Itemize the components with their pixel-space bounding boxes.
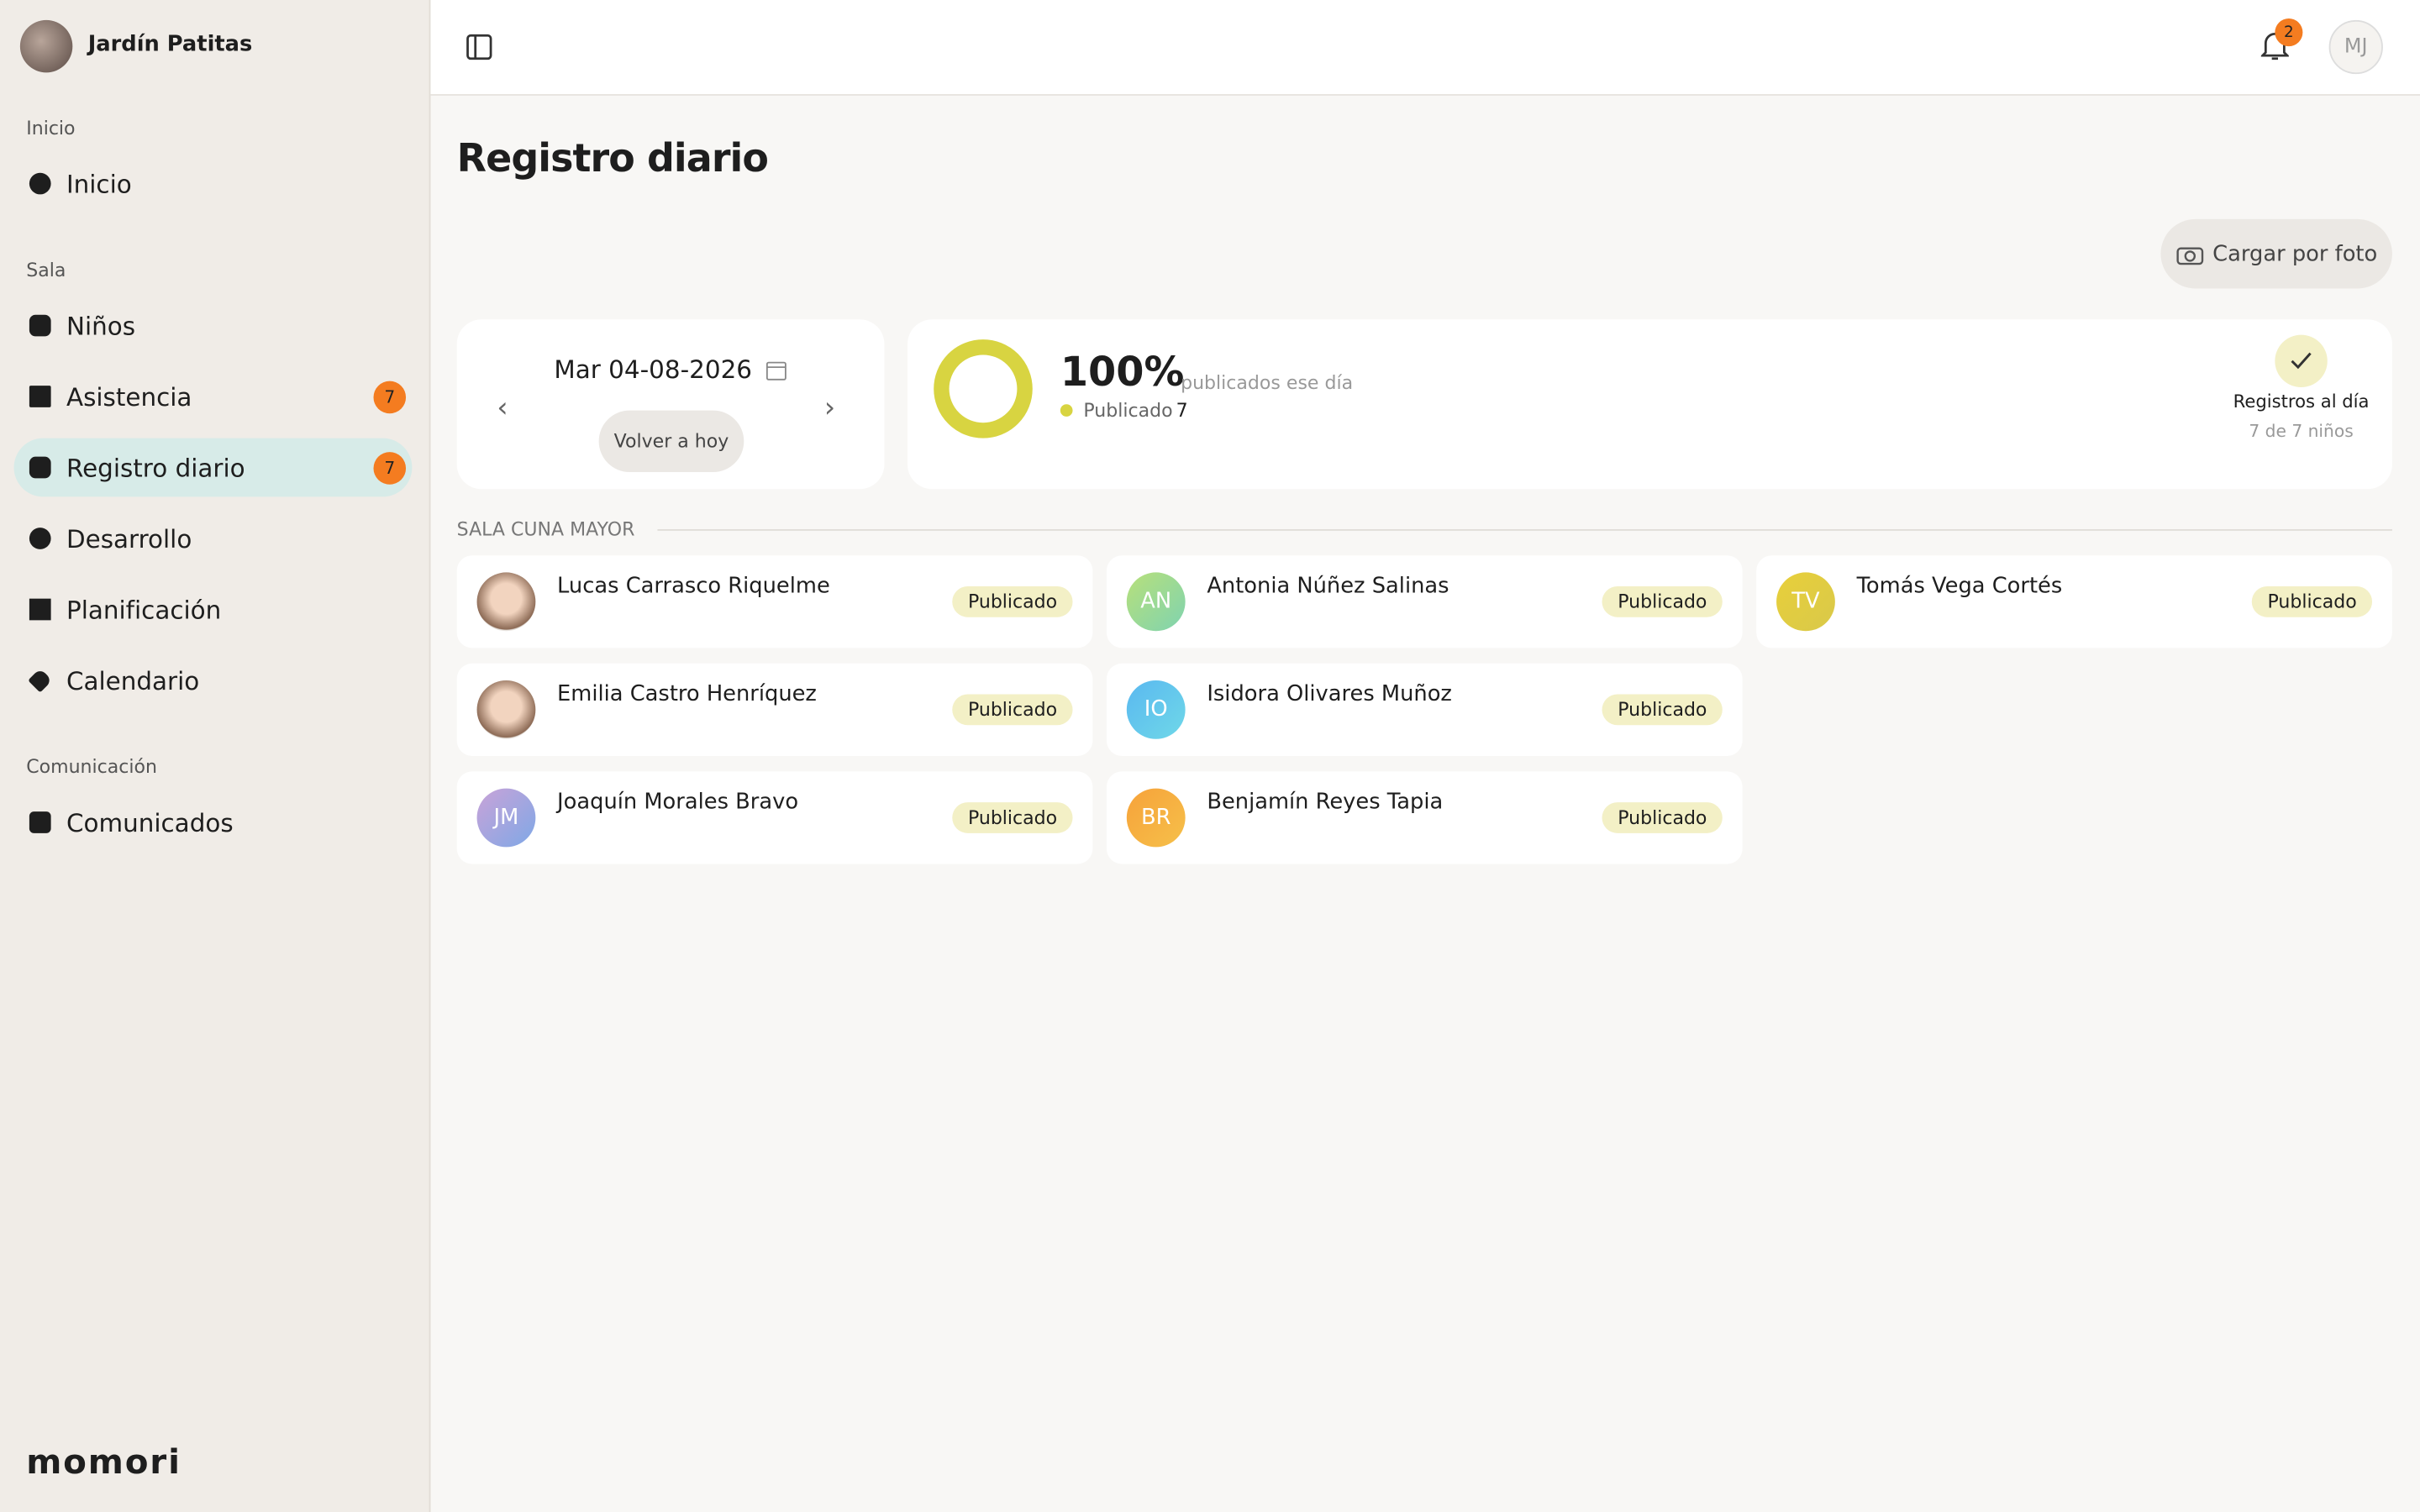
status-pill: Publicado bbox=[952, 694, 1073, 726]
child-card[interactable]: Lucas Carrasco Riquelme Publicado bbox=[456, 555, 1093, 648]
page-title: Registro diario bbox=[456, 135, 769, 181]
nav-item[interactable]: Calendario bbox=[14, 651, 413, 710]
sidebar: Jardín Patitas Inicio Inicio Sala Niños Asis… bbox=[0, 0, 431, 1512]
next-day[interactable]: › bbox=[823, 391, 836, 425]
child-photo bbox=[476, 572, 536, 632]
nav-label: Comunicados bbox=[66, 807, 234, 837]
legend-dot bbox=[1060, 404, 1073, 417]
date-card: ‹ › Mar 04-08-2026 Volver a hoy bbox=[456, 319, 885, 490]
nav-label: Asistencia bbox=[66, 381, 192, 412]
nav-section-title: Comunicación bbox=[26, 755, 157, 778]
school-name: Jardín Patitas bbox=[87, 32, 253, 57]
nav-label: Niños bbox=[66, 311, 136, 340]
percent: 100% bbox=[1060, 349, 1185, 397]
child-card[interactable]: IO Isidora Olivares Muñoz Publicado bbox=[1106, 663, 1743, 756]
check bbox=[2291, 352, 2312, 370]
status-detail: 7 de 7 niños bbox=[2249, 421, 2354, 442]
child-avatar: JM bbox=[476, 788, 536, 848]
status-title: Registros al día bbox=[2233, 390, 2370, 412]
today-button[interactable]: Volver a hoy bbox=[598, 410, 744, 473]
status-pill: Publicado bbox=[1602, 585, 1723, 617]
notification-badge: 2 bbox=[2275, 18, 2303, 47]
nav-item[interactable]: Asistencia 7 bbox=[14, 367, 413, 426]
date-label[interactable]: Mar 04-08-2026 bbox=[554, 354, 752, 385]
nav-icon bbox=[29, 314, 51, 337]
child-name: Isidora Olivares Muñoz bbox=[1207, 681, 1452, 707]
nav-icon bbox=[29, 528, 51, 549]
child-card[interactable]: AN Antonia Núñez Salinas Publicado bbox=[1106, 555, 1743, 648]
nav-icon bbox=[29, 386, 51, 407]
child-name: Benjamín Reyes Tapia bbox=[1207, 790, 1444, 815]
status-pill: Publicado bbox=[952, 585, 1073, 617]
child-card[interactable]: BR Benjamín Reyes Tapia Publicado bbox=[1106, 771, 1743, 864]
school-avatar bbox=[19, 19, 73, 73]
group-rule bbox=[657, 528, 2392, 531]
group-title: SALA CUNA MAYOR bbox=[456, 518, 635, 540]
nav-label: Inicio bbox=[66, 169, 132, 199]
nav-label: Planificación bbox=[66, 595, 222, 624]
sidebar-toggle[interactable] bbox=[466, 34, 492, 60]
nav-item[interactable]: Desarrollo bbox=[14, 509, 413, 568]
nav-section-title: Sala bbox=[26, 259, 66, 281]
nav-item[interactable]: Planificación bbox=[14, 580, 413, 639]
user-avatar[interactable]: MJ bbox=[2328, 19, 2383, 75]
status-pill: Publicado bbox=[1602, 694, 1723, 726]
nav-icon bbox=[29, 811, 51, 833]
child-avatar: AN bbox=[1126, 572, 1186, 632]
child-photo bbox=[476, 680, 536, 739]
child-name: Emilia Castro Henríquez bbox=[557, 681, 817, 707]
nav-label: Desarrollo bbox=[66, 523, 192, 554]
child-name: Lucas Carrasco Riquelme bbox=[557, 574, 830, 599]
header: 2 MJ bbox=[430, 0, 2420, 96]
nav-label: Registro diario bbox=[66, 453, 245, 482]
child-avatar: TV bbox=[1776, 572, 1835, 632]
legend-label: Publicado bbox=[1083, 399, 1173, 422]
child-name: Antonia Núñez Salinas bbox=[1207, 574, 1449, 599]
percent-caption: publicados ese día bbox=[1181, 371, 1354, 394]
status-pill: Publicado bbox=[952, 802, 1073, 833]
nav-icon bbox=[29, 456, 51, 479]
nav-icon bbox=[29, 598, 51, 621]
legend-count: 7 bbox=[1176, 399, 1188, 422]
check-icon bbox=[2275, 334, 2328, 388]
nav-badge: 7 bbox=[373, 380, 407, 413]
logo: momori bbox=[26, 1444, 182, 1483]
progress-donut bbox=[934, 339, 1033, 438]
calendar-icon bbox=[765, 361, 786, 381]
summary-card: 100% publicados ese día Publicado 7 Regi… bbox=[907, 319, 2392, 490]
child-avatar: BR bbox=[1126, 788, 1186, 848]
nav-icon bbox=[28, 668, 53, 693]
nav-item[interactable]: Registro diario 7 bbox=[13, 438, 413, 497]
camera-icon bbox=[2175, 246, 2203, 265]
nav-item[interactable]: Niños bbox=[14, 297, 413, 355]
status-pill: Publicado bbox=[1602, 802, 1723, 833]
nav-section-title: Inicio bbox=[26, 117, 76, 139]
prev-day[interactable]: ‹ bbox=[497, 391, 508, 425]
child-name: Tomás Vega Cortés bbox=[1856, 574, 2063, 599]
nav-badge: 7 bbox=[373, 451, 407, 484]
child-card[interactable]: Emilia Castro Henríquez Publicado bbox=[456, 663, 1093, 756]
nav-label: Calendario bbox=[66, 665, 200, 696]
child-name: Joaquín Morales Bravo bbox=[557, 790, 799, 815]
nav-item[interactable]: Comunicados bbox=[14, 793, 413, 852]
status-pill: Publicado bbox=[2252, 585, 2373, 617]
child-avatar: IO bbox=[1126, 680, 1186, 739]
upload-label: Cargar por foto bbox=[2212, 241, 2378, 266]
child-card[interactable]: JM Joaquín Morales Bravo Publicado bbox=[456, 771, 1093, 864]
nav-item[interactable]: Inicio bbox=[14, 155, 413, 213]
child-card[interactable]: TV Tomás Vega Cortés Publicado bbox=[1756, 555, 2392, 648]
nav-icon bbox=[29, 172, 51, 195]
upload-button[interactable]: Cargar por foto bbox=[2160, 218, 2392, 289]
